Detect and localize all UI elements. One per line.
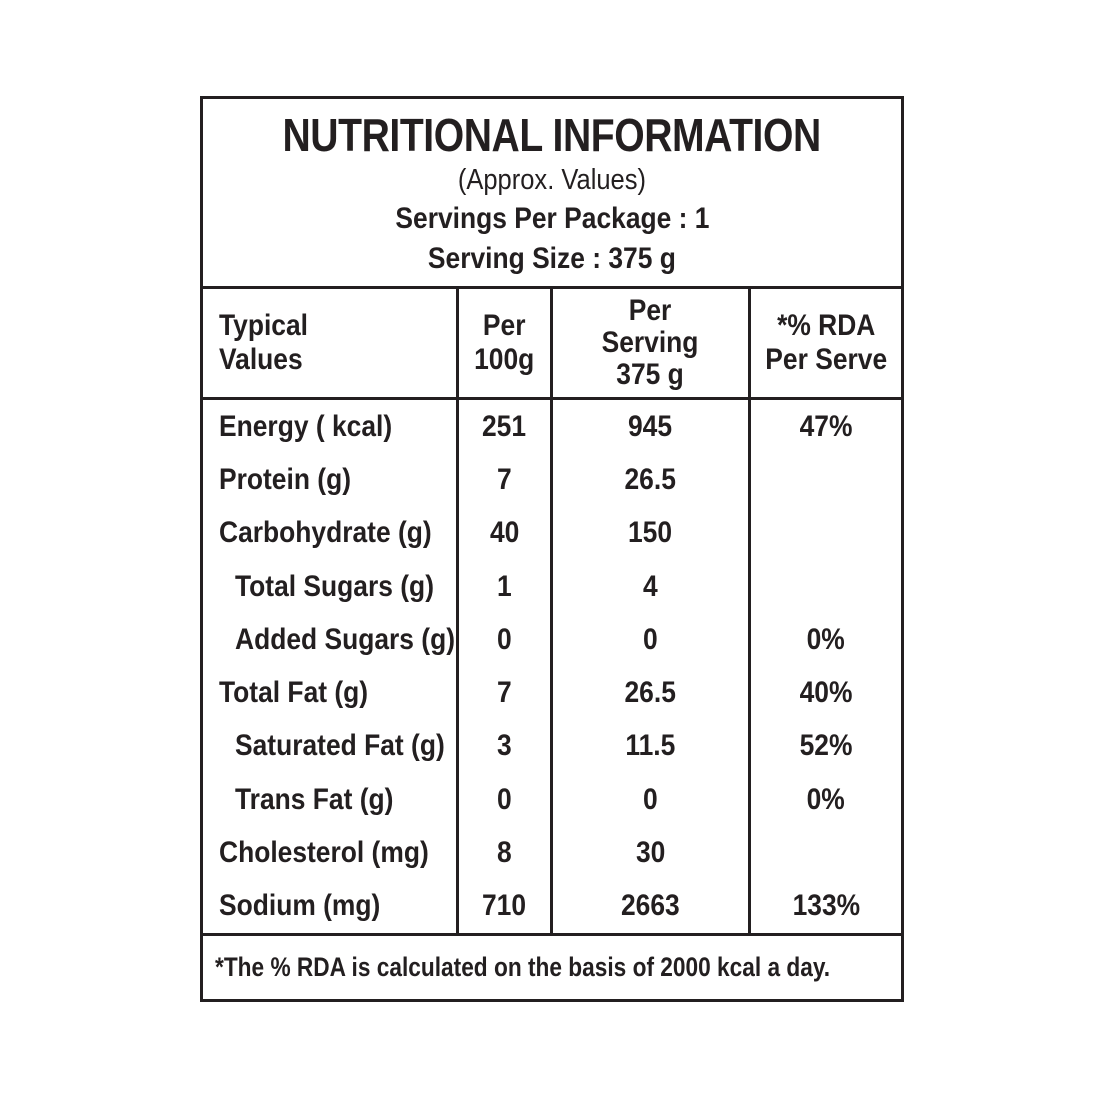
servings-per-package: Servings Per Package : 1 xyxy=(394,202,710,235)
row-label: Protein (g) xyxy=(219,462,351,496)
row-per-serving: 2663 xyxy=(550,879,748,933)
row-per-100g: 3 xyxy=(456,719,550,774)
row-label: Carbohydrate (g) xyxy=(219,516,432,550)
row-per-serving: 26.5 xyxy=(550,666,748,720)
row-per-serving: 150 xyxy=(550,506,748,560)
row-per-100g: 7 xyxy=(456,453,550,507)
nutrition-facts-table: NUTRITIONAL INFORMATION (Approx. Values)… xyxy=(200,96,904,1002)
column-header-per-100g: Per 100g xyxy=(456,289,550,397)
row-label: Sodium (mg) xyxy=(219,889,381,923)
rda-footnote: *The % RDA is calculated on the basis of… xyxy=(203,933,901,999)
table-row-carbohydrate: Carbohydrate (g) 40 150 xyxy=(203,506,901,560)
row-label: Cholesterol (mg) xyxy=(219,836,429,870)
row-per-100g: 1 xyxy=(456,559,550,614)
row-rda xyxy=(748,826,901,880)
label-title: NUTRITIONAL INFORMATION xyxy=(282,109,822,161)
row-per-serving: 945 xyxy=(550,400,748,454)
table-row-sodium: Sodium (mg) 710 2663 133% xyxy=(203,879,901,933)
row-per-serving: 26.5 xyxy=(550,453,748,507)
row-per-serving: 30 xyxy=(550,826,748,880)
row-rda: 0% xyxy=(748,773,901,827)
row-per-serving: 11.5 xyxy=(550,719,748,774)
row-rda: 40% xyxy=(748,666,901,720)
table-column-headers: Typical Values Per 100g Per Serving 375 … xyxy=(203,289,901,400)
table-body: Energy ( kcal) 251 945 47% Protein (g) 7… xyxy=(203,400,901,933)
table-row-total-sugars: Total Sugars (g) 1 4 xyxy=(203,559,901,614)
row-per-serving: 0 xyxy=(550,613,748,667)
table-row-protein: Protein (g) 7 26.5 xyxy=(203,453,901,507)
column-header-typical-values: Typical Values xyxy=(219,309,309,376)
column-header-rda-per-serve: *% RDA Per Serve xyxy=(748,289,901,397)
row-label: Saturated Fat (g) xyxy=(235,729,445,763)
row-per-100g: 8 xyxy=(456,826,550,880)
row-per-serving: 4 xyxy=(550,559,748,614)
table-row-cholesterol: Cholesterol (mg) 8 30 xyxy=(203,826,901,880)
serving-size: Serving Size : 375 g xyxy=(428,242,676,275)
row-per-100g: 40 xyxy=(456,506,550,560)
label-header: NUTRITIONAL INFORMATION (Approx. Values)… xyxy=(203,99,901,289)
row-label: Trans Fat (g) xyxy=(235,782,394,816)
row-rda: 0% xyxy=(748,613,901,667)
row-label: Total Sugars (g) xyxy=(235,569,434,603)
row-rda: 47% xyxy=(748,400,901,454)
label-subtitle: (Approx. Values) xyxy=(457,164,647,196)
row-rda xyxy=(748,453,901,507)
row-rda: 133% xyxy=(748,879,901,933)
row-rda xyxy=(748,559,901,614)
table-row-energy: Energy ( kcal) 251 945 47% xyxy=(203,400,901,454)
row-label: Added Sugars (g) xyxy=(235,622,456,656)
row-per-serving: 0 xyxy=(550,773,748,827)
row-per-100g: 251 xyxy=(456,400,550,454)
row-label: Total Fat (g) xyxy=(219,676,369,710)
table-row-total-fat: Total Fat (g) 7 26.5 40% xyxy=(203,666,901,720)
table-row-saturated-fat: Saturated Fat (g) 3 11.5 52% xyxy=(203,719,901,774)
row-per-100g: 7 xyxy=(456,666,550,720)
row-rda xyxy=(748,506,901,560)
column-header-per-serving: Per Serving 375 g xyxy=(550,289,748,397)
row-rda: 52% xyxy=(748,719,901,774)
row-per-100g: 0 xyxy=(456,773,550,827)
row-per-100g: 710 xyxy=(456,879,550,933)
table-row-trans-fat: Trans Fat (g) 0 0 0% xyxy=(203,773,901,827)
row-label: Energy ( kcal) xyxy=(219,409,393,443)
row-per-100g: 0 xyxy=(456,613,550,667)
table-row-added-sugars: Added Sugars (g) 0 0 0% xyxy=(203,613,901,667)
